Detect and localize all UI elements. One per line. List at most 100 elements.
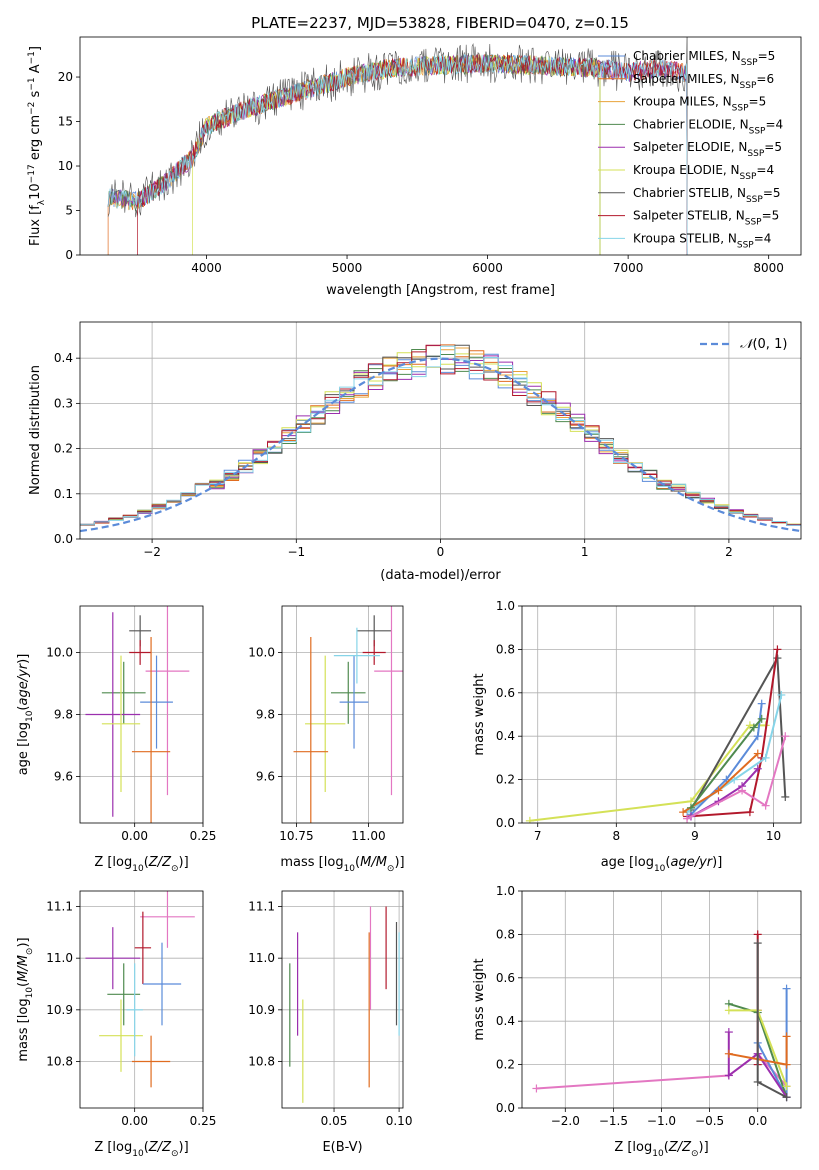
x-tick-label: −1 — [287, 545, 305, 559]
legend-entry: Salpeter STELIB, NSSP=5 — [633, 209, 779, 228]
x-tick-label: 0 — [437, 545, 445, 559]
y-tick-label: 10.0 — [248, 646, 275, 660]
panel-residuals: −2 −1 0 1 2 0.0 0.1 0.2 0.3 0.4 (data-model)/error… — [28, 321, 802, 583]
y-tick-label: 0.0 — [496, 816, 515, 830]
y-tick-label: 0.1 — [54, 487, 73, 501]
y-tick-label: 0.4 — [496, 729, 515, 743]
legend-entry: 𝒩(0, 1) — [740, 337, 787, 352]
panel-age-vs-mass: 10.75 11.00 9.6 9.8 10.0 mass [log10(M/M⊙)] — [248, 605, 405, 874]
x-tick-label: 4000 — [191, 261, 222, 275]
x-tick-label: 0.05 — [321, 1114, 348, 1128]
spectrum-series — [107, 37, 688, 255]
y-tick-label: 9.8 — [54, 708, 73, 722]
legend: Chabrier MILES, NSSP=5 Salpeter MILES, NS… — [598, 49, 783, 250]
x-tick-label: 0.00 — [121, 1114, 148, 1128]
axes-frame — [79, 890, 204, 1109]
legend-entry: Chabrier ELODIE, NSSP=4 — [633, 117, 783, 136]
x-tick-label: −0.5 — [695, 1114, 724, 1128]
error-bars — [293, 606, 403, 823]
legend-entry: Salpeter ELODIE, NSSP=5 — [633, 140, 782, 159]
y-tick-label: 20 — [58, 70, 73, 84]
axes-frame — [281, 605, 404, 824]
panel-mass-vs-Z: 0.00 0.25 10.8 10.9 11.0 11.1 Z [log10(Z/Z⊙)] m… — [16, 890, 216, 1159]
y-axis-label: mass weight — [472, 673, 487, 755]
legend-entry: Kroupa STELIB, NSSP=4 — [633, 231, 771, 250]
x-tick-label: −2.0 — [551, 1114, 580, 1128]
y-axis-label: age [log10(age/yr)] — [16, 654, 35, 776]
panel-weight-vs-Z: −2.0 −1.5 −1.0 −0.5 0.0 0.0 0.2 0.4 0.6 0.8 1.0 Z [… — [472, 884, 802, 1159]
x-tick-label: 0.00 — [121, 829, 148, 843]
spectrum-series — [107, 53, 688, 255]
x-axis-label: (data-model)/error — [380, 568, 501, 583]
histogram-series — [80, 344, 801, 533]
x-axis-label: Z [log10(Z/Z⊙)] — [614, 1140, 708, 1159]
x-axis-label: age [log10(age/yr)] — [601, 855, 723, 874]
y-tick-label: 15 — [58, 115, 73, 129]
x-tick-label: 8000 — [753, 261, 784, 275]
x-tick-label: 8 — [612, 829, 620, 843]
spectrum-series — [107, 55, 601, 255]
y-tick-label: 0.4 — [54, 351, 73, 365]
error-bars — [289, 906, 400, 1103]
y-tick-label: 0.6 — [496, 686, 515, 700]
panel-spectrum: 4000 5000 6000 7000 8000 0 5 10 15 20 wavelength [… — [27, 36, 802, 298]
x-tick-label: −2 — [143, 545, 161, 559]
y-tick-label: 0.2 — [496, 773, 515, 787]
axes-frame — [521, 890, 802, 1109]
y-axis-label: Flux [fλ10−17 erg cm−2 s−1 A−1] — [27, 46, 47, 246]
panel-mass-vs-EBV: 0.05 0.10 10.8 10.9 11.0 11.1 E(B-V) — [248, 890, 412, 1155]
panel-age-vs-Z: 0.00 0.25 9.6 9.8 10.0 Z [log10(Z/Z⊙)] age [lo… — [16, 605, 216, 874]
y-tick-label: 0.3 — [54, 396, 73, 410]
x-tick-label: 10.75 — [279, 829, 313, 843]
y-tick-label: 0.2 — [496, 1058, 515, 1072]
y-tick-label: 0.0 — [496, 1101, 515, 1115]
y-tick-label: 11.1 — [248, 900, 275, 914]
y-tick-label: 10.9 — [46, 1003, 73, 1017]
y-tick-label: 10.9 — [248, 1003, 275, 1017]
error-bars — [85, 891, 195, 1088]
x-tick-label: 6000 — [472, 261, 503, 275]
axes-frame — [521, 605, 802, 824]
y-tick-label: 1.0 — [496, 884, 515, 898]
legend-entry: Kroupa ELODIE, NSSP=4 — [633, 163, 774, 182]
y-tick-label: 9.6 — [54, 770, 73, 784]
legend-entry: Kroupa MILES, NSSP=5 — [633, 95, 766, 114]
x-tick-label: 7000 — [613, 261, 644, 275]
weight-line — [686, 735, 787, 820]
legend-entry: Chabrier MILES, NSSP=5 — [633, 49, 775, 68]
spectrum-series — [137, 53, 688, 255]
y-tick-label: 0.2 — [54, 442, 73, 456]
y-axis-label: Normed distribution — [28, 365, 43, 495]
y-tick-label: 0.0 — [54, 532, 73, 546]
y-tick-label: 5 — [65, 204, 73, 218]
y-tick-label: 0.4 — [496, 1014, 515, 1028]
x-tick-label: 5000 — [332, 261, 363, 275]
y-tick-label: 1.0 — [496, 599, 515, 613]
x-tick-label: 10 — [766, 829, 781, 843]
y-tick-label: 11.1 — [46, 900, 73, 914]
axes-frame — [79, 36, 802, 256]
x-axis-label: Z [log10(Z/Z⊙)] — [94, 1140, 188, 1159]
spectrum-lines — [107, 37, 688, 255]
y-tick-label: 10.8 — [248, 1055, 275, 1069]
y-axis-label: mass weight — [472, 958, 487, 1040]
weight-line — [690, 718, 763, 809]
axes-frame — [281, 890, 404, 1109]
axes-frame — [79, 321, 802, 540]
y-tick-label: 11.0 — [46, 951, 73, 965]
x-axis-label: Z [log10(Z/Z⊙)] — [94, 855, 188, 874]
histogram-steps — [80, 345, 801, 528]
figure-title: PLATE=2237, MJD=53828, FIBERID=0470, z=0… — [251, 14, 629, 32]
y-tick-label: 10 — [58, 159, 73, 173]
weight-series — [532, 930, 791, 1102]
spectrum-series — [192, 55, 601, 255]
y-tick-label: 0 — [65, 248, 73, 262]
axes-frame — [79, 605, 204, 824]
panel-weight-vs-age: 7 8 9 10 0.0 0.2 0.4 0.6 0.8 1.0 age [log10(age/yr… — [472, 599, 802, 874]
x-tick-label: 11.00 — [351, 829, 385, 843]
error-bars — [85, 606, 190, 823]
weight-series — [525, 645, 790, 823]
x-tick-label: 7 — [534, 829, 542, 843]
legend-entry: Salpeter MILES, NSSP=6 — [633, 72, 774, 91]
x-tick-label: 0.0 — [748, 1114, 767, 1128]
